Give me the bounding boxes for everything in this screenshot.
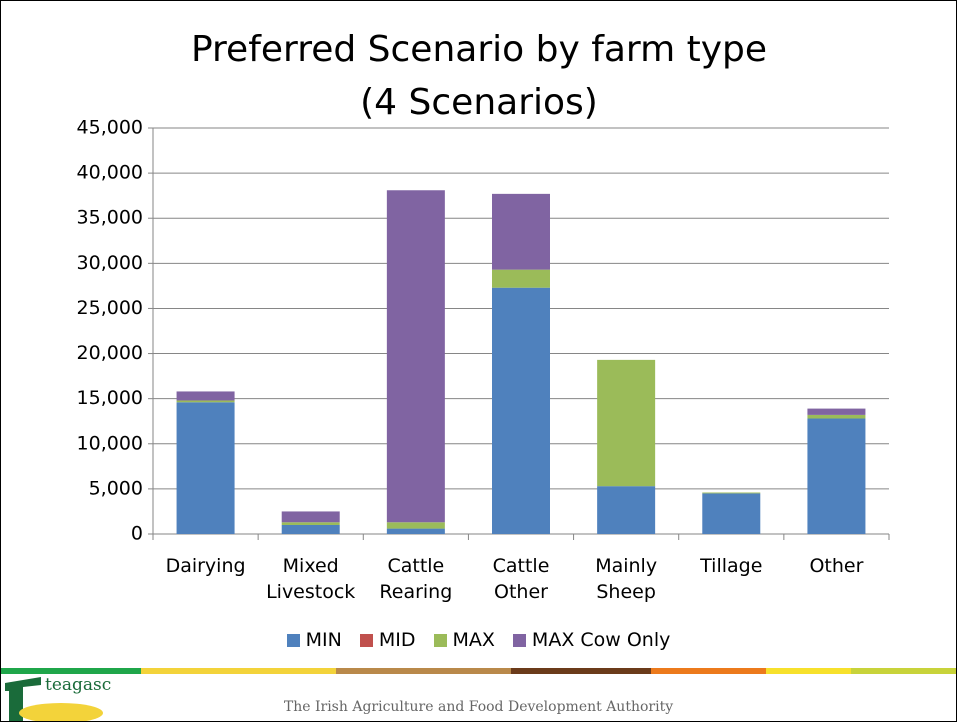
bar-segment <box>386 190 445 523</box>
x-tick-label: Cattle Other <box>492 555 550 603</box>
bar-segment <box>807 414 866 419</box>
bar-segment <box>176 391 235 401</box>
chart-title: Preferred Scenario by farm type <box>191 29 767 70</box>
legend-label: MAX <box>452 629 495 651</box>
footer-text: The Irish Agriculture and Food Developme… <box>283 699 674 715</box>
y-tick-label: 15,000 <box>77 387 143 409</box>
bar-segment <box>597 359 656 487</box>
bar-segment <box>702 492 761 494</box>
x-tick-label: Tillage <box>700 555 763 577</box>
y-tick-label: 5,000 <box>89 477 143 499</box>
y-tick-label: 45,000 <box>77 117 143 139</box>
y-tick-label: 10,000 <box>77 432 143 454</box>
bar-segment <box>702 493 761 534</box>
logo-mark <box>5 677 103 721</box>
legend-item: MAX Cow Only <box>512 629 671 651</box>
bar-segment <box>492 193 550 270</box>
bar-segment <box>492 269 550 288</box>
y-tick-label: 30,000 <box>77 252 143 274</box>
y-tick-label: 40,000 <box>77 162 143 184</box>
legend-swatch <box>512 633 526 647</box>
legend-label: MAX Cow Only <box>531 629 671 651</box>
legend-item: MAX <box>433 629 495 651</box>
bar-segment <box>597 486 656 534</box>
x-tick-label: Dairying <box>165 555 246 577</box>
x-tick-label: Cattle Rearing <box>379 555 453 603</box>
legend-swatch <box>359 633 373 647</box>
bar-segment <box>386 528 445 534</box>
x-tick-label: Other <box>809 555 864 577</box>
bar-segment <box>281 522 340 525</box>
logo-text: teagasc <box>45 675 112 695</box>
legend-swatch <box>433 633 447 647</box>
bar-segment <box>807 408 866 415</box>
legend: MIN MID MAX MAX Cow Only <box>1 629 956 651</box>
legend-label: MID <box>378 629 416 651</box>
y-tick-label: 35,000 <box>77 207 143 229</box>
x-tick-label: Mainly Sheep <box>595 555 658 603</box>
bar-segment <box>281 511 340 523</box>
legend-label: MIN <box>305 629 342 651</box>
footer-stripe <box>1 668 956 674</box>
legend-item: MIN <box>286 629 342 651</box>
bar-segment <box>176 400 235 403</box>
legend-swatch <box>286 633 300 647</box>
legend-item: MID <box>359 629 416 651</box>
y-tick-label: 25,000 <box>77 297 143 319</box>
y-tick-label: 20,000 <box>77 342 143 364</box>
bar-segment <box>807 418 866 534</box>
bar-segment <box>176 402 235 534</box>
x-tick-label: Mixed Livestock <box>266 555 356 603</box>
bar-segment <box>492 287 550 534</box>
chart-subtitle: (4 Scenarios) <box>360 82 598 123</box>
bar-segment <box>281 524 340 534</box>
y-tick-label: 0 <box>131 523 143 545</box>
bar-segment <box>386 522 445 529</box>
